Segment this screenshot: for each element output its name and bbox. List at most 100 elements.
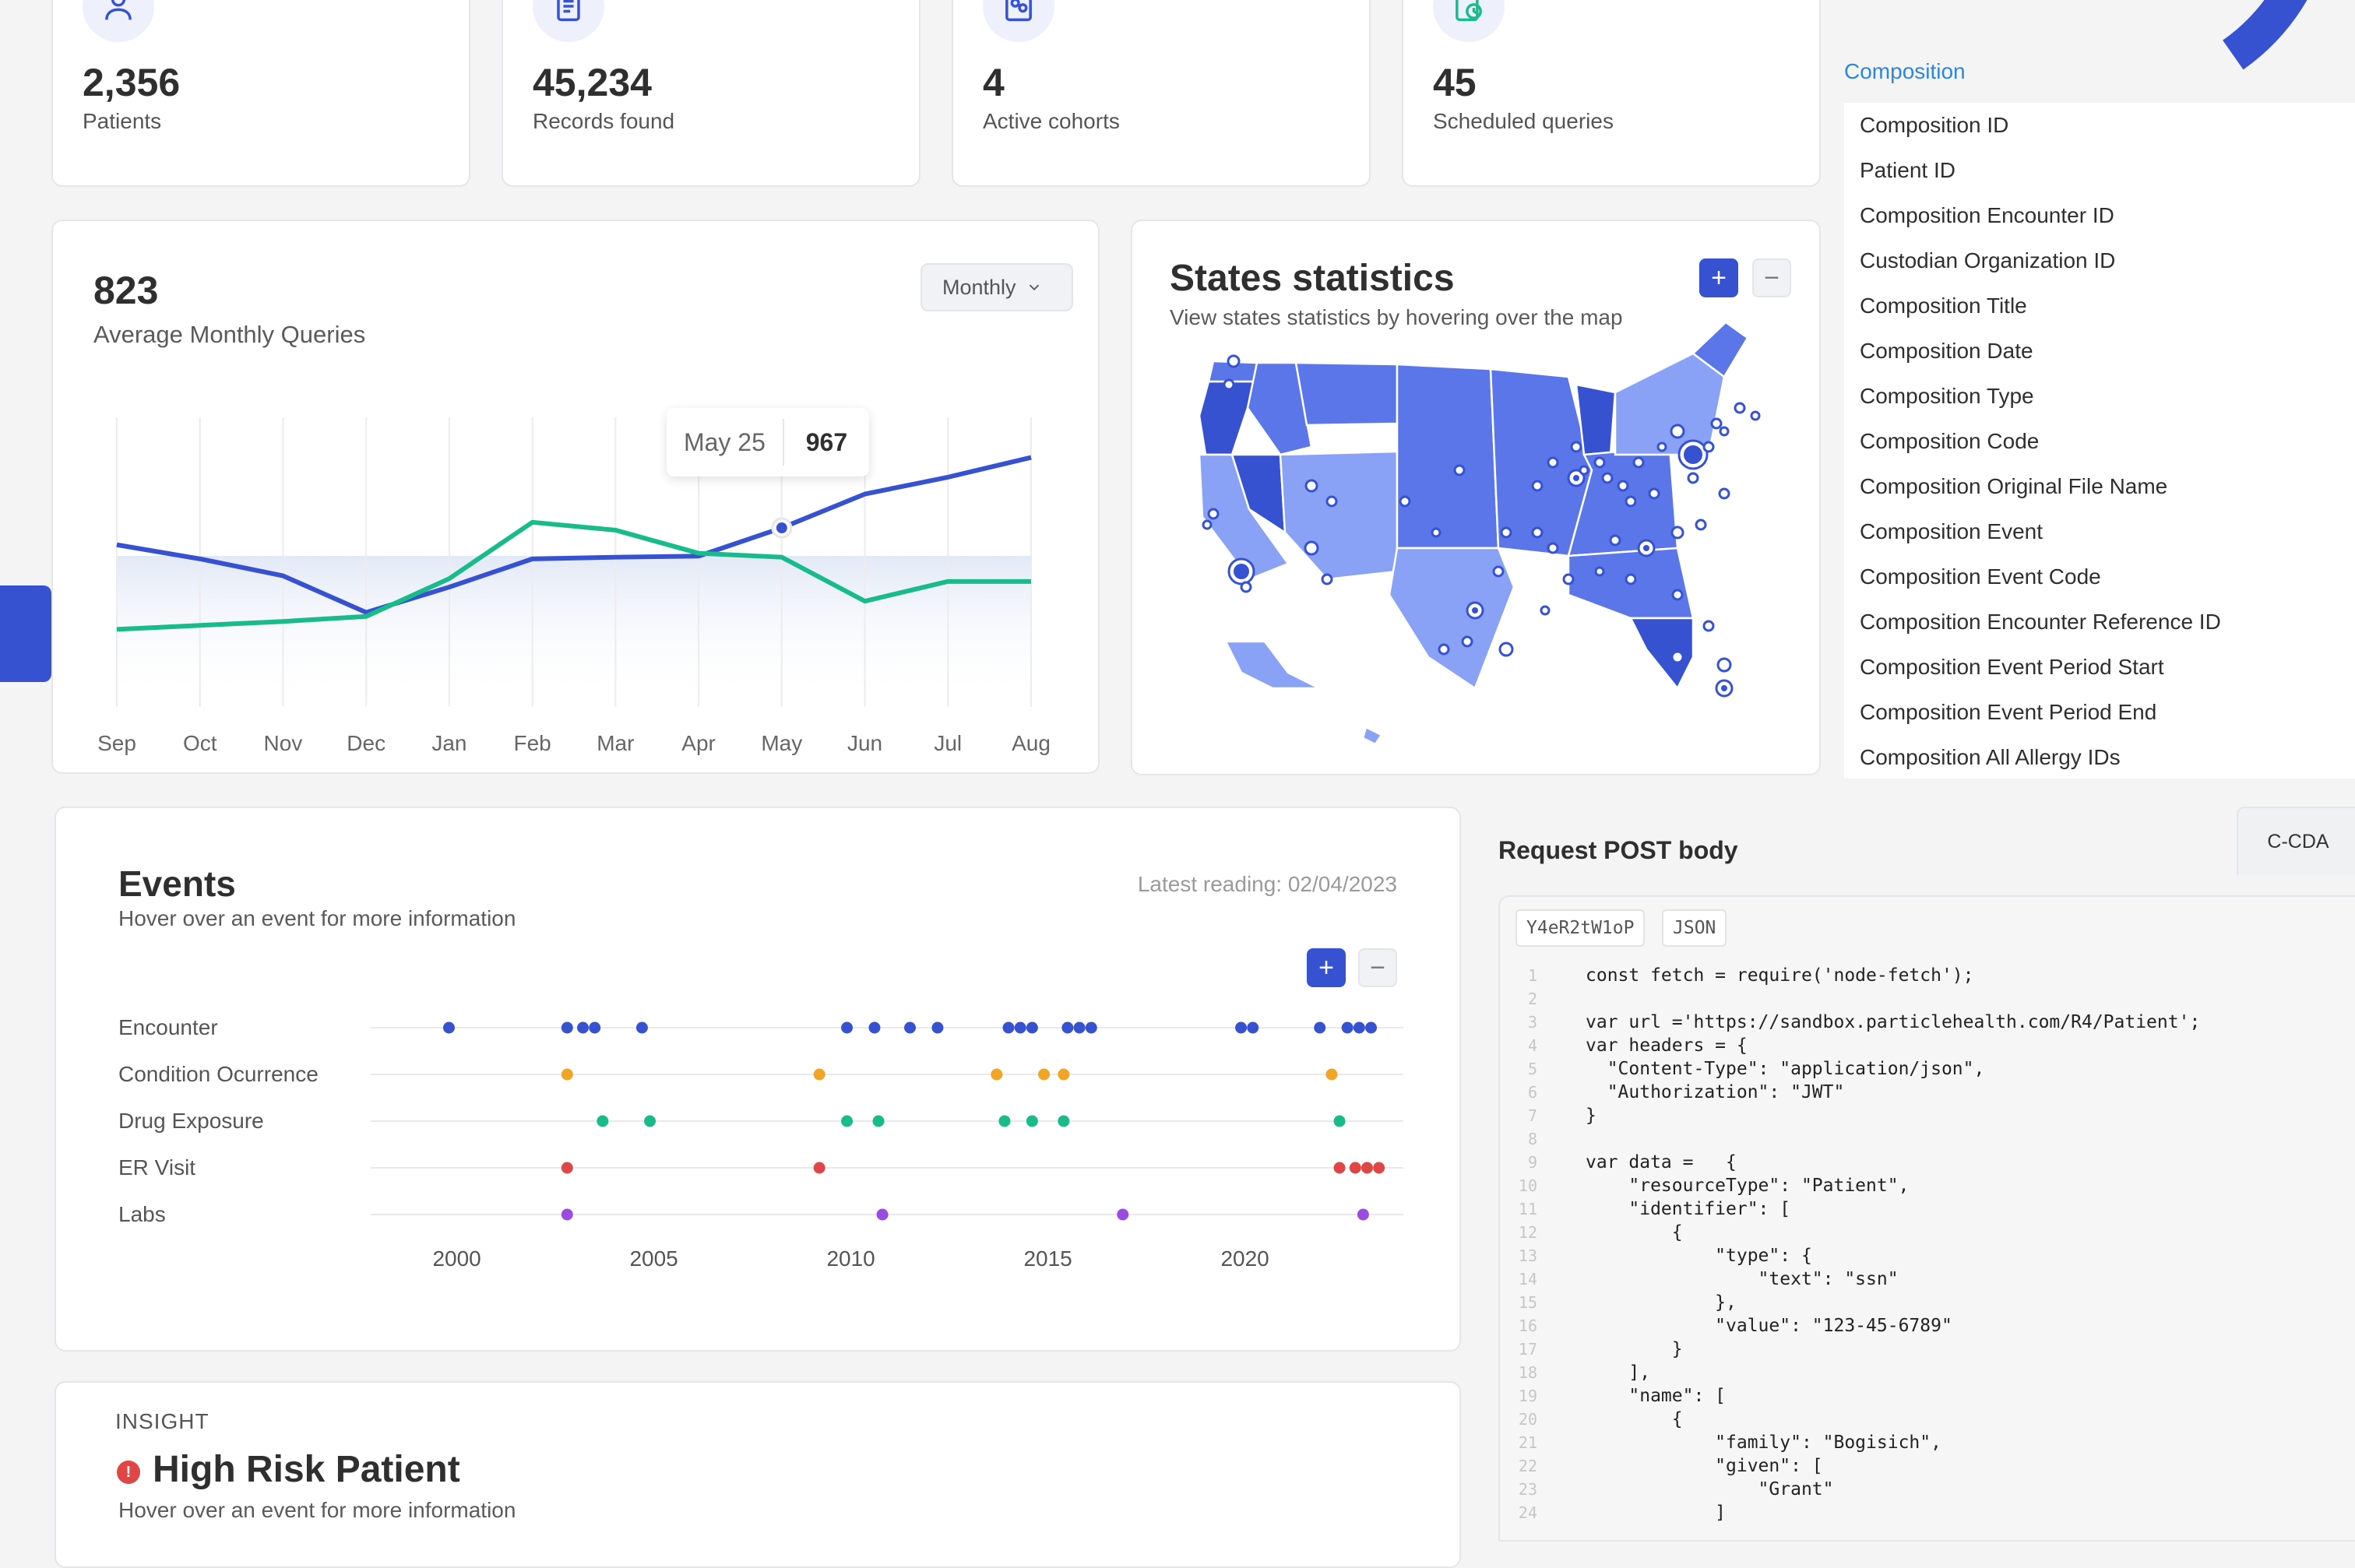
insight-title: High Risk Patient [153,1449,460,1490]
code-line: 7} [1500,1104,2200,1127]
code-text: var data = { [1586,1152,1737,1172]
composition-field-item[interactable]: Composition Encounter ID [1860,203,2114,227]
map-location-dot [1304,540,1319,556]
api-key-tag[interactable]: Y4eR2tW1oP [1515,909,1646,947]
line-number: 3 [1527,1013,1537,1032]
line-number: 10 [1518,1176,1537,1195]
map-location-dot [1702,441,1715,453]
map-region-northeast [1614,352,1726,456]
x-tick-label: Dec [347,731,385,755]
code-text: } [1586,1339,1683,1359]
queries-label: Average Monthly Queries [93,321,366,348]
events-timeline-chart[interactable]: 2000 2005 2010 2015 2020 [56,808,1463,1353]
code-text: var url ='https://sandbox.particlehealth… [1586,1012,2201,1032]
tab-ccda[interactable]: C-CDA [2237,807,2355,875]
format-tag[interactable]: JSON [1662,909,1727,947]
event-row-label: Encounter [118,1015,218,1039]
map-location-dot [1671,589,1684,601]
map-location-dot [1453,464,1466,476]
states-subtitle: View states statistics by hovering over … [1170,305,1623,329]
map-location-dot [1547,542,1559,554]
composition-field-item[interactable]: Composition ID [1860,113,2009,137]
map-location-dot [1734,402,1746,414]
composition-field-item[interactable]: Composition Event Period End [1860,700,2157,724]
chart-background-glow [117,556,1031,704]
code-text: "Grant" [1586,1479,1834,1499]
map-location-dot [1625,495,1637,508]
map-location-dot-core [1573,475,1579,481]
map-location-dot-core [1643,545,1649,551]
composition-field-item[interactable]: Composition Event Code [1860,564,2101,589]
composition-field-item[interactable]: Patient ID [1860,158,1955,182]
composition-field-item[interactable]: Composition All Allergy IDs [1860,745,2121,769]
event-dot [1235,1021,1248,1034]
map-location-dot-core [1472,607,1478,613]
code-text: "name": [ [1586,1386,1727,1406]
event-dot [1058,1068,1070,1081]
tooltip-value: 967 [805,427,848,456]
event-dot [577,1021,590,1034]
map-location-dot [1223,378,1235,391]
composition-field-item[interactable]: Composition Event Period Start [1860,655,2164,679]
period-select[interactable]: Monthly [921,263,1073,311]
composition-field-item[interactable]: Custodian Organization ID [1860,248,2116,272]
events-zoom-out-button[interactable]: − [1358,948,1397,987]
code-line: 17 } [1500,1338,2200,1361]
code-text: "family": "Bogisich", [1586,1433,1941,1453]
map-location-dot-core [1234,564,1249,579]
event-dot [442,1021,455,1034]
event-dot [1061,1021,1074,1034]
composition-field-item[interactable]: Composition Original File Name [1860,474,2168,498]
stat-label: Scheduled queries [1433,109,1614,133]
code-text: "Content-Type": "application/json", [1586,1059,1985,1079]
code-text: }, [1586,1292,1737,1313]
code-line: 2 [1500,987,2200,1011]
us-states-map[interactable] [1132,221,1822,777]
event-dot [1314,1021,1326,1034]
line-number: 18 [1518,1363,1537,1382]
line-number: 17 [1518,1340,1537,1359]
composition-field-item[interactable]: Composition Code [1860,429,2040,453]
events-zoom-in-button[interactable]: + [1307,948,1346,987]
composition-field-item[interactable]: Composition Date [1860,339,2033,363]
composition-field-item[interactable]: Composition Type [1860,384,2034,408]
side-tab[interactable] [0,585,51,682]
map-location-dot [1716,657,1732,673]
line-number: 20 [1518,1410,1537,1429]
line-number: 14 [1518,1270,1537,1289]
event-dot [841,1021,854,1034]
composition-field-item[interactable]: Composition Event [1860,519,2043,543]
event-dot [1085,1021,1097,1034]
stat-value: 45,234 [533,61,652,104]
map-zoom-in-button[interactable]: + [1699,258,1738,297]
map-region-michigan [1575,383,1617,456]
line-number: 19 [1518,1387,1537,1405]
event-dot [998,1115,1011,1127]
line-number: 4 [1527,1036,1537,1055]
map-location-dot [1202,519,1213,530]
map-region-southwest [1279,450,1399,581]
event-dot [1002,1021,1015,1034]
map-location-dot [1431,527,1442,538]
composition-field-item[interactable]: Composition Title [1860,294,2027,318]
map-region-montana [1294,361,1399,427]
code-line: 1 const fetch = require('node-fetch'); [1500,964,2200,987]
event-dot [635,1021,648,1034]
event-row-label: Drug Exposure [118,1109,264,1133]
event-x-tick: 2020 [1220,1246,1269,1271]
cohorts-icon [983,0,1054,42]
event-dot [1333,1162,1346,1174]
map-location-dot [1609,534,1621,547]
composition-field-item[interactable]: Composition Encounter Reference ID [1860,610,2221,634]
event-dot [1014,1021,1026,1034]
map-location-dot [1702,620,1715,632]
code-text: ] [1586,1503,1727,1523]
code-text: var headers = { [1586,1035,1748,1056]
x-tick-label: Jan [431,731,466,755]
stat-card-patients: 2,356 Patients [51,0,470,187]
map-zoom-out-button[interactable]: − [1752,258,1791,297]
code-text: } [1586,1106,1596,1126]
code-line: 10 "resourceType": "Patient", [1500,1174,2200,1197]
code-panel: Y4eR2tW1oP JSON 1 const fetch = require('… [1498,895,2355,1542]
states-statistics-card: States statistics View states statistics… [1131,220,1821,775]
